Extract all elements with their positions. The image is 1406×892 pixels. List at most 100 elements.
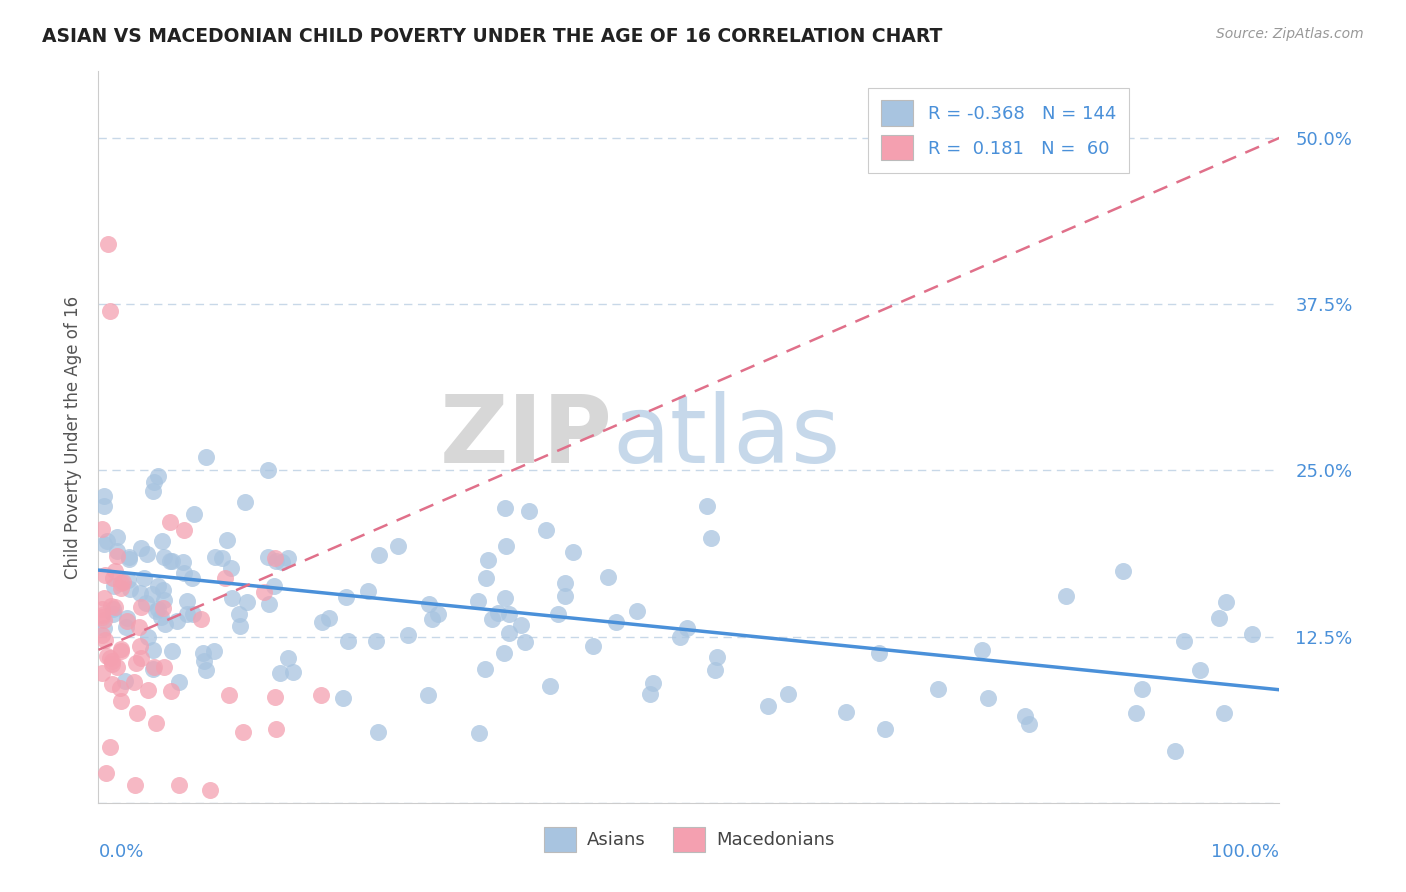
Point xyxy=(183,507,205,521)
Point xyxy=(875,722,897,736)
Point xyxy=(562,545,585,559)
Text: 100.0%: 100.0% xyxy=(1212,843,1279,861)
Point xyxy=(172,555,194,569)
Point xyxy=(128,639,150,653)
Point xyxy=(311,688,333,702)
Point xyxy=(554,576,576,591)
Point xyxy=(100,599,122,613)
Point xyxy=(94,766,117,780)
Point xyxy=(486,607,509,621)
Point xyxy=(129,651,152,665)
Point xyxy=(136,630,159,644)
Point xyxy=(756,698,779,713)
Text: ZIP: ZIP xyxy=(439,391,612,483)
Point xyxy=(696,499,718,513)
Point xyxy=(626,604,648,618)
Point xyxy=(229,619,252,633)
Point xyxy=(118,552,141,566)
Point xyxy=(269,665,291,680)
Point xyxy=(1014,709,1036,723)
Point xyxy=(364,633,387,648)
Point xyxy=(264,550,287,565)
Point xyxy=(93,613,115,627)
Point xyxy=(970,642,993,657)
Point xyxy=(202,643,225,657)
Point xyxy=(103,579,125,593)
Point xyxy=(1241,626,1264,640)
Point xyxy=(776,687,799,701)
Point xyxy=(605,615,627,629)
Point xyxy=(283,665,305,680)
Point xyxy=(547,607,569,622)
Point xyxy=(105,530,128,544)
Point xyxy=(167,675,190,690)
Point xyxy=(159,554,181,568)
Point xyxy=(311,615,333,630)
Point xyxy=(148,469,170,483)
Point xyxy=(101,602,124,616)
Point xyxy=(235,595,257,609)
Point xyxy=(142,484,165,499)
Point xyxy=(103,607,125,621)
Point xyxy=(176,607,198,622)
Point xyxy=(418,598,440,612)
Point xyxy=(152,660,174,674)
Point xyxy=(117,573,139,587)
Point xyxy=(927,681,949,696)
Point xyxy=(125,656,148,670)
Point xyxy=(1112,565,1135,579)
Point xyxy=(115,620,138,634)
Text: Source: ZipAtlas.com: Source: ZipAtlas.com xyxy=(1216,27,1364,41)
Point xyxy=(103,571,125,585)
Legend: Asians, Macedonians: Asians, Macedonians xyxy=(536,820,842,860)
Point xyxy=(477,553,499,567)
Point xyxy=(135,596,157,610)
Point xyxy=(704,663,727,677)
Point xyxy=(256,550,278,565)
Point xyxy=(104,564,127,578)
Point xyxy=(336,634,359,648)
Point xyxy=(515,635,537,649)
Point xyxy=(124,779,146,793)
Point xyxy=(1125,706,1147,720)
Point xyxy=(214,571,236,585)
Point xyxy=(1173,633,1195,648)
Point xyxy=(706,649,728,664)
Point xyxy=(554,589,576,603)
Point xyxy=(159,515,181,529)
Point xyxy=(538,679,561,693)
Point xyxy=(218,688,240,702)
Point xyxy=(195,663,218,677)
Point xyxy=(426,607,449,622)
Point xyxy=(335,590,357,604)
Point xyxy=(468,726,491,740)
Point xyxy=(474,571,496,585)
Point xyxy=(976,690,998,705)
Point xyxy=(835,705,858,719)
Point xyxy=(91,665,114,680)
Point xyxy=(110,581,132,595)
Point xyxy=(332,690,354,705)
Point xyxy=(93,537,115,551)
Point xyxy=(132,571,155,585)
Point xyxy=(136,547,159,561)
Point xyxy=(142,643,165,657)
Point xyxy=(128,586,150,600)
Point xyxy=(91,522,114,536)
Point xyxy=(676,621,699,635)
Point xyxy=(498,607,520,621)
Point xyxy=(141,587,163,601)
Point xyxy=(100,739,122,754)
Point xyxy=(195,450,218,464)
Point xyxy=(204,549,226,564)
Point xyxy=(1215,595,1237,609)
Point xyxy=(517,504,540,518)
Point xyxy=(96,648,118,663)
Point xyxy=(232,725,254,739)
Point xyxy=(107,549,129,563)
Point xyxy=(150,533,173,548)
Point xyxy=(105,544,128,558)
Point xyxy=(110,642,132,657)
Point xyxy=(91,602,114,616)
Point xyxy=(162,643,184,657)
